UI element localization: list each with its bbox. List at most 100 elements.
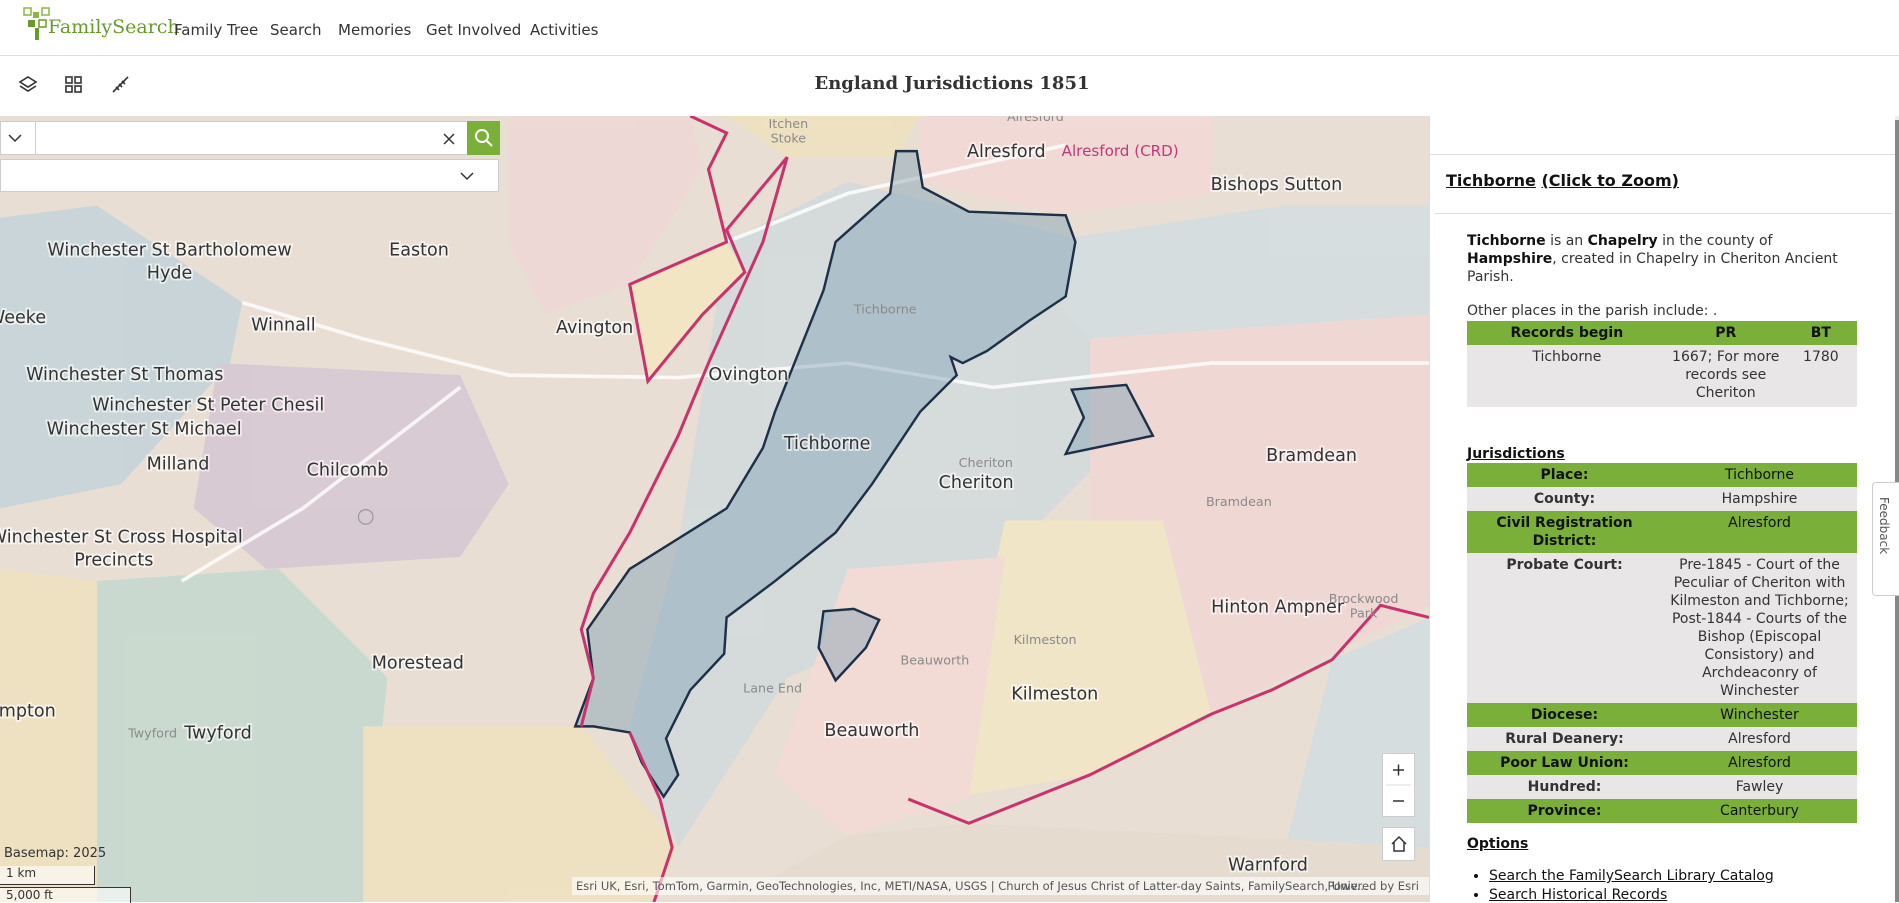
- map-minor-label: Itchen: [769, 116, 809, 131]
- map-label: Winchester St Thomas: [26, 365, 223, 385]
- panel-body: Tichborne is an Chapelry in the county o…: [1467, 232, 1857, 902]
- nav-item[interactable]: Family Tree: [174, 21, 259, 39]
- map-label: Morestead: [372, 653, 464, 673]
- map-label: Twyford: [183, 724, 252, 744]
- map-minor-label: Park: [1350, 605, 1378, 620]
- zoom-controls: [1382, 753, 1415, 817]
- layers-button[interactable]: [17, 74, 39, 96]
- crd-label: Alresford (CRD): [1062, 142, 1179, 160]
- map-label: Precincts: [74, 550, 153, 570]
- attribution-bar: Esri UK, Esri, TomTom, Garmin, GeoTechno…: [572, 877, 1429, 895]
- intro-part: is an: [1545, 233, 1588, 249]
- map-label: Winnall: [251, 315, 316, 335]
- records-header: PR: [1715, 325, 1737, 341]
- nav-item[interactable]: Memories: [338, 21, 412, 39]
- options-title[interactable]: Options: [1467, 836, 1529, 852]
- dropdown-icon[interactable]: [7, 132, 23, 144]
- jurisdictions-title[interactable]: Jurisdictions: [1467, 446, 1565, 462]
- logo[interactable]: FamilySearch: [48, 16, 180, 38]
- divider: [1430, 154, 1899, 155]
- scale-km: 1 km: [0, 866, 95, 885]
- map[interactable]: Alresford Bishops Sutton Winchester St Bar…: [0, 116, 1429, 902]
- zoom-buttons[interactable]: [1383, 754, 1414, 816]
- map-minor-label: Beauworth: [901, 653, 970, 668]
- map-label: Bishops Sutton: [1211, 175, 1343, 195]
- jurisdiction-row: Civil Registration District: Alresford: [1467, 511, 1857, 553]
- map-label: Kilmeston: [1011, 685, 1098, 705]
- divider: [1435, 213, 1892, 214]
- map-label: Cheriton: [939, 473, 1014, 493]
- search-box[interactable]: [0, 121, 500, 155]
- jurisdiction-label: Diocese:: [1530, 707, 1599, 723]
- jurisdiction-label: Poor Law Union:: [1500, 755, 1629, 771]
- jurisdiction-value: Pre-1845 - Court of the Peculiar of Cher…: [1670, 557, 1849, 699]
- map-minor-label: Brockwood: [1329, 591, 1399, 606]
- jurisdiction-row: Province: Canterbury: [1467, 799, 1857, 823]
- intro-part: , created in Chapelry in Cheriton Ancien…: [1467, 251, 1838, 285]
- jurisdiction-row: Place: Tichborne: [1467, 463, 1857, 487]
- jurisdiction-row: County: Hampshire: [1467, 487, 1857, 511]
- map-label: Winchester St Peter Chesil: [92, 395, 324, 415]
- records-cell: Tichborne: [1532, 349, 1602, 365]
- map-label: Compton: [0, 702, 56, 722]
- jurisdiction-row: Rural Deanery: Alresford: [1467, 727, 1857, 751]
- map-marker: [357, 509, 374, 525]
- home-icon: [1391, 835, 1407, 852]
- map-label: Winchester St Bartholomew: [47, 240, 291, 260]
- jurisdiction-label: Rural Deanery:: [1505, 731, 1624, 747]
- panel-heading: Tichborne (Click to Zoom): [1446, 171, 1679, 190]
- map-label: Winchester St Cross Hospital: [0, 527, 243, 547]
- jurisdiction-value: Hampshire: [1721, 491, 1798, 507]
- jurisdiction-value: Alresford: [1728, 755, 1791, 771]
- jurisdiction-value: Alresford: [1728, 731, 1791, 747]
- filter-select[interactable]: [0, 159, 499, 192]
- jurisdiction-value: Tichborne: [1724, 467, 1795, 483]
- map-label: Chilcomb: [307, 461, 389, 481]
- home-button[interactable]: [1382, 827, 1415, 861]
- map-label: Milland: [147, 455, 210, 475]
- basemap-button[interactable]: [63, 74, 85, 96]
- map-label: Easton: [389, 240, 449, 260]
- records-cell: 1667; For more records see Cheriton: [1672, 349, 1780, 401]
- header: FamilySearch Family Tree Search Memories Ge…: [0, 0, 1899, 56]
- intro-part: Hampshire: [1467, 251, 1553, 267]
- jurisdiction-label: Probate Court:: [1506, 557, 1623, 573]
- place-link[interactable]: Tichborne: [1446, 171, 1536, 190]
- records-table: Records begin PR BT Tichborne 1667; For mor…: [1467, 321, 1857, 407]
- toolbar: [0, 56, 1899, 116]
- records-header: BT: [1810, 325, 1831, 341]
- nav-item[interactable]: Activities: [530, 21, 599, 39]
- map-label: Hinton Ampner: [1211, 598, 1345, 618]
- jurisdictions-table: Place: Tichborne County: Hampshire Civil Reg…: [1467, 463, 1857, 823]
- map-minor-label: Twyford: [127, 725, 177, 740]
- map-label: Bramdean: [1266, 446, 1357, 466]
- option-link[interactable]: Search the FamilySearch Library Catalog: [1489, 867, 1857, 885]
- map-label: Weeke: [0, 308, 46, 328]
- jurisdiction-row: Hundred: Fawley: [1467, 775, 1857, 799]
- records-cell: 1780: [1803, 349, 1839, 365]
- jurisdiction-value: Fawley: [1735, 779, 1784, 795]
- jurisdiction-label: County:: [1533, 491, 1596, 507]
- basemap-label: Basemap: 2025: [4, 846, 107, 861]
- nav-item[interactable]: Search: [270, 21, 322, 39]
- zoom-link[interactable]: (Click to Zoom): [1541, 171, 1679, 190]
- dropdown-icon[interactable]: [459, 170, 475, 182]
- clear-icon[interactable]: [442, 132, 456, 146]
- jurisdiction-row: Diocese: Winchester: [1467, 703, 1857, 727]
- map-minor-label: Tichborne: [853, 301, 917, 316]
- logo-icon: [23, 7, 50, 40]
- feedback-label[interactable]: Feedback: [1877, 497, 1891, 555]
- feedback-tab[interactable]: Feedback: [1872, 482, 1899, 596]
- map-title: England Jurisdictions 1851: [814, 73, 1090, 94]
- other-places: Other places in the parish include: .: [1467, 303, 1718, 319]
- jurisdiction-row: Poor Law Union: Alresford: [1467, 751, 1857, 775]
- jurisdiction-label: Place:: [1540, 467, 1589, 483]
- map-label: Beauworth: [824, 721, 919, 741]
- map-minor-label: Alresford: [1007, 116, 1064, 124]
- nav-item[interactable]: Get Involved: [426, 21, 522, 39]
- measure-button[interactable]: [110, 74, 132, 96]
- option-link[interactable]: Search Historical Records: [1489, 886, 1857, 902]
- map-label: Ovington: [708, 365, 788, 385]
- search-button[interactable]: [467, 121, 500, 155]
